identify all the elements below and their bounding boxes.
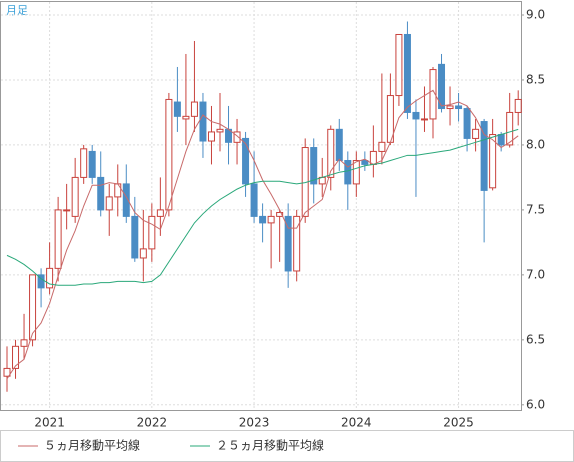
candle-body bbox=[139, 248, 147, 259]
candle-body bbox=[97, 176, 105, 211]
candle-body bbox=[3, 367, 11, 377]
candle-body bbox=[378, 141, 386, 152]
legend-box bbox=[0, 430, 574, 462]
x-tick-label: 2024 bbox=[341, 416, 372, 430]
candle-body bbox=[514, 98, 522, 113]
candle-body bbox=[156, 209, 164, 217]
moving-average-line bbox=[6, 89, 519, 380]
candle-body bbox=[429, 69, 437, 120]
candle-body bbox=[472, 128, 480, 139]
candle-body bbox=[114, 183, 122, 198]
candle-body bbox=[497, 134, 505, 146]
candle-body bbox=[233, 131, 241, 143]
candle-body bbox=[165, 98, 173, 211]
candle-body bbox=[216, 128, 224, 133]
candle-body bbox=[63, 209, 71, 212]
candle-body bbox=[105, 196, 113, 211]
y-tick-label: 7.0 bbox=[526, 267, 545, 281]
candle-body bbox=[250, 183, 258, 217]
candle-body bbox=[131, 215, 139, 259]
candle-body bbox=[276, 211, 284, 217]
candle-body bbox=[173, 101, 181, 117]
candle-body bbox=[335, 128, 343, 162]
candle-body bbox=[420, 118, 428, 121]
y-tick-label: 6.0 bbox=[526, 397, 545, 411]
legend-label: ５ヵ月移動平均線 bbox=[44, 438, 140, 453]
legend-label: ２５ヵ月移動平均線 bbox=[216, 438, 324, 453]
x-tick-label: 2022 bbox=[137, 416, 168, 430]
candle-body bbox=[199, 101, 207, 142]
candle-body bbox=[259, 215, 267, 224]
candle-body bbox=[446, 105, 454, 110]
x-tick-label: 2023 bbox=[239, 416, 270, 430]
candle-body bbox=[54, 209, 62, 269]
candle-body bbox=[190, 101, 198, 117]
candle-body bbox=[293, 215, 301, 272]
candle-body bbox=[182, 115, 190, 120]
candle-body bbox=[37, 274, 45, 289]
candle-body bbox=[489, 134, 497, 189]
candle-body bbox=[12, 345, 20, 369]
candle-body bbox=[242, 137, 250, 185]
candle-body bbox=[46, 267, 54, 289]
candle-body bbox=[361, 160, 369, 165]
candle-body bbox=[455, 105, 463, 110]
candle-body bbox=[395, 33, 403, 97]
candle-body bbox=[403, 33, 411, 113]
candle-body bbox=[267, 215, 275, 224]
x-tick-label: 2021 bbox=[34, 416, 65, 430]
candle-body bbox=[310, 147, 318, 185]
moving-average-line bbox=[6, 128, 519, 286]
y-tick-label: 7.5 bbox=[526, 202, 545, 216]
candle-body bbox=[20, 339, 28, 347]
candle-body bbox=[122, 183, 130, 217]
candle-body bbox=[284, 215, 292, 272]
y-tick-label: 9.0 bbox=[526, 7, 545, 21]
candle-body bbox=[438, 63, 446, 110]
candle-body bbox=[506, 111, 514, 146]
candle-body bbox=[369, 150, 377, 165]
candle-body bbox=[148, 215, 156, 250]
candle-body bbox=[88, 150, 96, 178]
candle-body bbox=[412, 111, 420, 120]
candle-body bbox=[463, 108, 471, 139]
candle-body bbox=[480, 121, 488, 191]
y-tick-label: 6.5 bbox=[526, 332, 545, 346]
y-tick-label: 8.5 bbox=[526, 72, 545, 86]
chart-title: 月足 bbox=[6, 4, 28, 17]
candle-body bbox=[352, 160, 360, 185]
candle-body bbox=[207, 131, 215, 142]
candle-body bbox=[71, 176, 79, 217]
candle-body bbox=[327, 128, 335, 178]
candle-body bbox=[344, 160, 352, 185]
y-tick-label: 8.0 bbox=[526, 137, 545, 151]
candle-body bbox=[80, 148, 88, 178]
x-tick-label: 2025 bbox=[443, 416, 474, 430]
candle-body bbox=[29, 274, 37, 341]
